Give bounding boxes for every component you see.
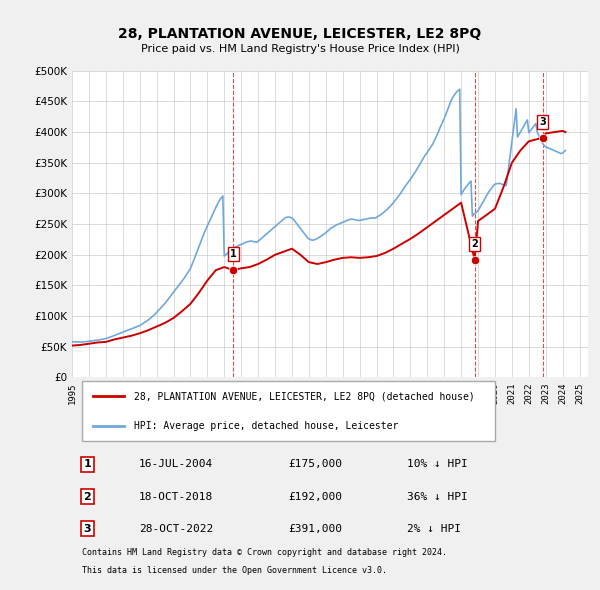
Text: 36% ↓ HPI: 36% ↓ HPI (407, 491, 468, 502)
Text: £391,000: £391,000 (289, 524, 343, 534)
Text: 3: 3 (83, 524, 91, 534)
Text: £192,000: £192,000 (289, 491, 343, 502)
Text: This data is licensed under the Open Government Licence v3.0.: This data is licensed under the Open Gov… (82, 566, 388, 575)
Text: 3: 3 (539, 117, 546, 127)
Text: 16-JUL-2004: 16-JUL-2004 (139, 460, 214, 470)
Text: 1: 1 (83, 460, 91, 470)
Text: 2: 2 (83, 491, 91, 502)
Text: 18-OCT-2018: 18-OCT-2018 (139, 491, 214, 502)
Text: 28-OCT-2022: 28-OCT-2022 (139, 524, 214, 534)
FancyBboxPatch shape (82, 381, 495, 441)
Text: Price paid vs. HM Land Registry's House Price Index (HPI): Price paid vs. HM Land Registry's House … (140, 44, 460, 54)
Text: 1: 1 (230, 249, 237, 259)
Text: 10% ↓ HPI: 10% ↓ HPI (407, 460, 468, 470)
Text: 2: 2 (471, 239, 478, 248)
Text: Contains HM Land Registry data © Crown copyright and database right 2024.: Contains HM Land Registry data © Crown c… (82, 548, 448, 557)
Text: 28, PLANTATION AVENUE, LEICESTER, LE2 8PQ (detached house): 28, PLANTATION AVENUE, LEICESTER, LE2 8P… (134, 391, 475, 401)
Text: £175,000: £175,000 (289, 460, 343, 470)
Text: 2% ↓ HPI: 2% ↓ HPI (407, 524, 461, 534)
Text: 28, PLANTATION AVENUE, LEICESTER, LE2 8PQ: 28, PLANTATION AVENUE, LEICESTER, LE2 8P… (118, 27, 482, 41)
Text: HPI: Average price, detached house, Leicester: HPI: Average price, detached house, Leic… (134, 421, 398, 431)
